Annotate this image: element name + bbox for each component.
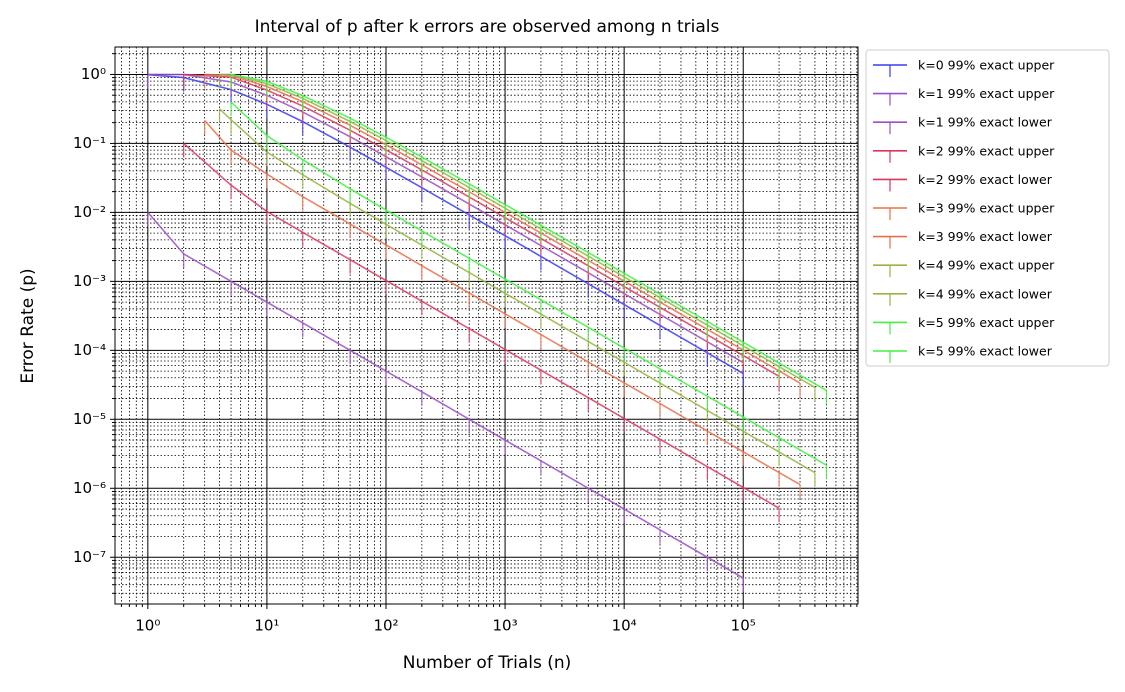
series-line (230, 101, 827, 466)
y-tick-label: 10⁻² (73, 203, 106, 221)
y-tick-label: 10⁻⁴ (73, 341, 106, 359)
y-tick-label: 10⁰ (81, 65, 106, 83)
legend-label: k=2 99% exact upper (918, 143, 1055, 158)
series-line (183, 73, 780, 378)
plot-area (147, 73, 828, 593)
legend-box (865, 49, 1110, 367)
x-tick-label: 10⁰ (135, 617, 160, 635)
series-line (147, 73, 744, 375)
x-tick-label: 10⁵ (731, 617, 756, 635)
legend-label: k=3 99% exact lower (918, 229, 1053, 244)
legend-label: k=4 99% exact upper (918, 258, 1055, 273)
x-tick-label: 10¹ (254, 617, 279, 635)
legend-label: k=2 99% exact lower (918, 172, 1053, 187)
series-line (147, 211, 744, 579)
x-tick-label: 10⁴ (612, 617, 637, 635)
x-tick-label: 10² (373, 617, 398, 635)
x-axis-label: Number of Trials (n) (403, 653, 572, 673)
legend-label: k=1 99% exact lower (918, 115, 1053, 130)
legend-label: k=1 99% exact upper (918, 86, 1055, 101)
chart-title: Interval of p after k errors are observe… (255, 17, 720, 37)
legend-label: k=4 99% exact lower (918, 286, 1053, 301)
legend: k=0 99% exact upper k=1 99% exact upper k=… (873, 58, 1055, 363)
legend-label: k=5 99% exact lower (918, 344, 1053, 359)
grid: 10⁰ 10¹ 10² 10³ 10⁴ 10⁵ 10⁰ 10⁻¹ 10⁻² 10⁻³ 10⁻⁴ 10⁻… (73, 47, 858, 635)
axes-frame (114, 46, 859, 605)
y-tick-label: 10⁻⁶ (73, 479, 106, 497)
x-tick-label: 10³ (493, 617, 518, 635)
y-tick-label: 10⁻¹ (73, 134, 106, 152)
legend-label: k=3 99% exact upper (918, 201, 1055, 216)
legend-label: k=5 99% exact upper (918, 315, 1055, 330)
y-axis-label: Error Rate (p) (18, 268, 38, 383)
series-line (230, 73, 827, 392)
legend-label: k=0 99% exact upper (918, 58, 1055, 73)
series-line (218, 108, 816, 474)
series-line (183, 142, 780, 509)
y-tick-label: 10⁻³ (73, 272, 106, 290)
y-tick-label: 10⁻⁵ (73, 410, 106, 428)
y-tick-label: 10⁻⁷ (73, 548, 106, 566)
series-line (147, 73, 744, 364)
